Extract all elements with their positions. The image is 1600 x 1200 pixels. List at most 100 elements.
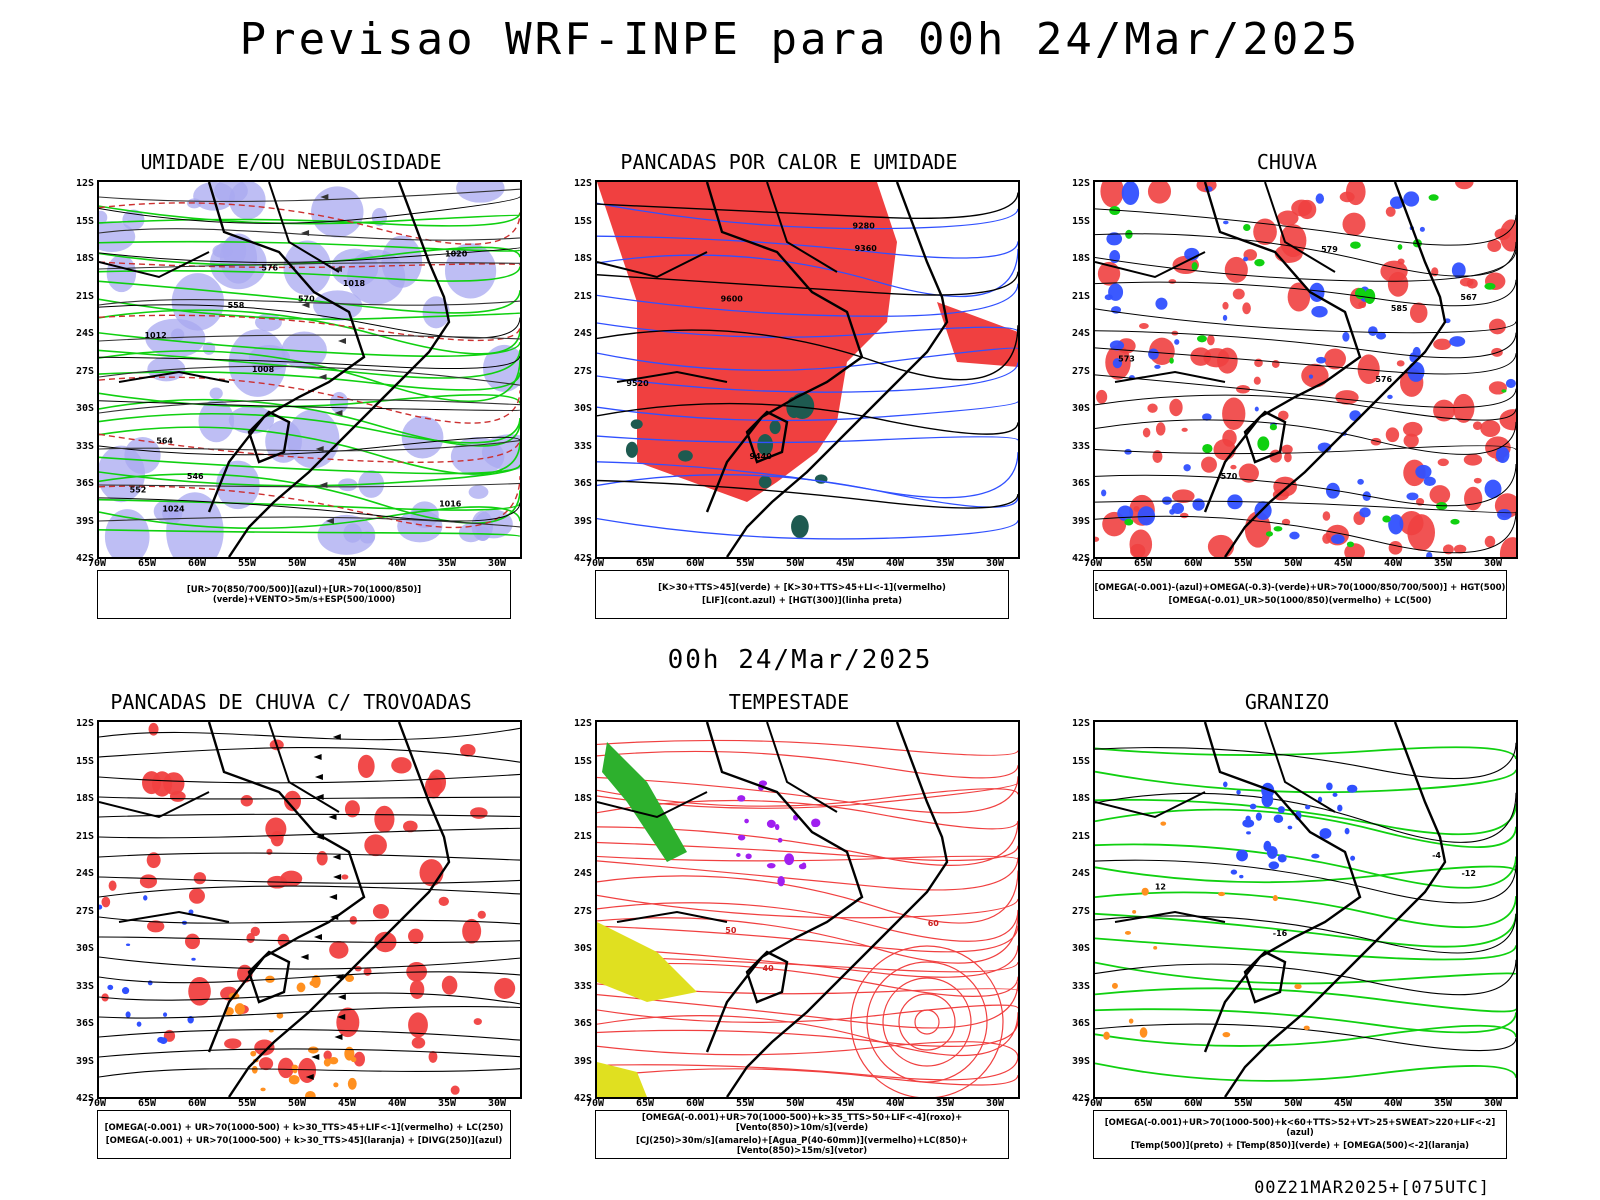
panel-title: GRANIZO — [1244, 690, 1330, 714]
thunder-area — [494, 977, 516, 999]
contour-line — [597, 248, 1018, 298]
hail-area — [1255, 812, 1262, 821]
omega-area — [1117, 505, 1134, 522]
rain-area — [1284, 452, 1292, 463]
contour-line — [1095, 859, 1516, 904]
panel-legend: [OMEGA(-0.001)-(azul)+OMEGA(-0.3)-(verde… — [1093, 570, 1507, 619]
run-info: 00Z21MAR2025+[075UTC] — [1254, 1178, 1490, 1198]
contour-line — [99, 436, 520, 456]
hail-area — [1249, 803, 1257, 810]
lat-tick-label: 18S — [1071, 793, 1090, 804]
state-border — [1203, 182, 1362, 513]
omega500-area — [1272, 895, 1278, 902]
omega500-area — [1128, 1018, 1134, 1024]
thunder-area — [419, 859, 444, 887]
thunder-area — [283, 790, 302, 812]
lat-tick-label: 27S — [573, 905, 592, 917]
storm-area — [784, 853, 795, 866]
lat-tick-label: 24S — [1071, 868, 1090, 879]
streamline — [99, 936, 520, 944]
omega-area — [1423, 476, 1436, 487]
thunder-area — [188, 977, 211, 1006]
contour-label: -12 — [1461, 869, 1475, 878]
streamline — [99, 1048, 520, 1058]
coastline — [228, 182, 451, 557]
omega500-area — [1124, 930, 1132, 935]
contour-line — [597, 925, 1018, 953]
storm-area — [798, 863, 807, 870]
panel-legend: [OMEGA(-0.001) + UR>70(1000-500) + k>30_… — [97, 1110, 511, 1159]
divergence-area — [125, 943, 131, 947]
legend-line: [CJ(250)>30m/s](amarelo)+[Agua_P(40-60mm… — [635, 1136, 969, 1156]
lagoon — [247, 410, 291, 464]
lon-tick-label: 70W — [1083, 1098, 1103, 1109]
omega-area — [1202, 413, 1212, 421]
contour-line — [99, 266, 520, 282]
storm-area — [745, 853, 752, 860]
country-border — [99, 182, 340, 383]
lon-tick-label: 30W — [1483, 558, 1503, 569]
contour-line — [99, 529, 520, 538]
thunder-area — [254, 1039, 275, 1056]
rain-area — [1442, 544, 1454, 555]
lat-tick-label: 15S — [573, 755, 592, 767]
omega-area — [1148, 348, 1159, 360]
contour-line — [1095, 445, 1516, 455]
lon-tick-label: 30W — [1483, 1098, 1503, 1109]
contour-line — [99, 196, 520, 224]
thunder-area — [108, 880, 117, 891]
streamline — [99, 971, 520, 984]
rain-area — [1499, 537, 1516, 557]
thunder-area — [258, 1057, 274, 1071]
lon-tick-label: 60W — [187, 558, 207, 569]
wind-arrow — [300, 954, 309, 960]
thunder-orange-area — [291, 1064, 298, 1071]
omega-area — [1289, 531, 1300, 540]
contour-line — [597, 902, 1018, 942]
humidity-shade — [360, 531, 376, 544]
lat-tick-label: 15S — [75, 215, 94, 227]
contour-line — [1095, 347, 1516, 375]
lon-tick-label: 35W — [935, 1098, 955, 1109]
lat-tick-label: 36S — [573, 1018, 592, 1029]
contour-line — [597, 347, 1018, 371]
humidity-shade — [153, 500, 180, 523]
thunder-orange-area — [347, 1077, 357, 1090]
contour-line — [99, 261, 520, 269]
humidity-shade — [471, 510, 494, 541]
lat-tick-label: 42S — [75, 553, 94, 564]
wind-arrow — [313, 934, 322, 940]
lat-tick-label: 42S — [1071, 1093, 1090, 1104]
rain-area — [1201, 456, 1217, 473]
contour-label: 12 — [1155, 882, 1166, 891]
rain-green-area — [1273, 526, 1283, 532]
omega-area — [1109, 340, 1125, 351]
contour-label: 570 — [1221, 472, 1238, 481]
cyclone-contour — [898, 993, 956, 1051]
rain-green-area — [1346, 541, 1355, 548]
lat-tick-label: 27S — [75, 905, 94, 917]
lagoon — [745, 950, 789, 1004]
lon-tick-label: 45W — [1333, 1098, 1353, 1109]
map-canvas — [99, 722, 520, 1097]
rain-area — [1453, 544, 1467, 554]
rain-area — [1133, 505, 1140, 512]
lat-tick-label: 33S — [1071, 980, 1090, 992]
legend-line: [OMEGA(-0.001)-(azul)+OMEGA(-0.3)-(verde… — [1094, 583, 1506, 593]
omega500-area — [1139, 1027, 1148, 1038]
contour-line — [597, 1068, 1018, 1086]
rain-area — [1253, 218, 1277, 246]
contour-line — [1095, 1024, 1516, 1047]
lat-tick-label: 42S — [1071, 553, 1090, 564]
rain-area — [1324, 348, 1346, 370]
legend-line: [UR>70(850/700/500)](azul)+[UR>70(1000/8… — [186, 584, 422, 605]
omega-area — [1315, 193, 1325, 204]
omega-area — [1243, 256, 1249, 262]
lat-tick-label: 27S — [1071, 905, 1090, 917]
thunder-area — [470, 807, 488, 819]
lon-tick-label: 70W — [87, 1098, 107, 1109]
rain-area — [1169, 398, 1183, 417]
divergence-area — [99, 904, 103, 910]
contour-line — [99, 202, 520, 245]
contour-line — [597, 799, 1018, 830]
